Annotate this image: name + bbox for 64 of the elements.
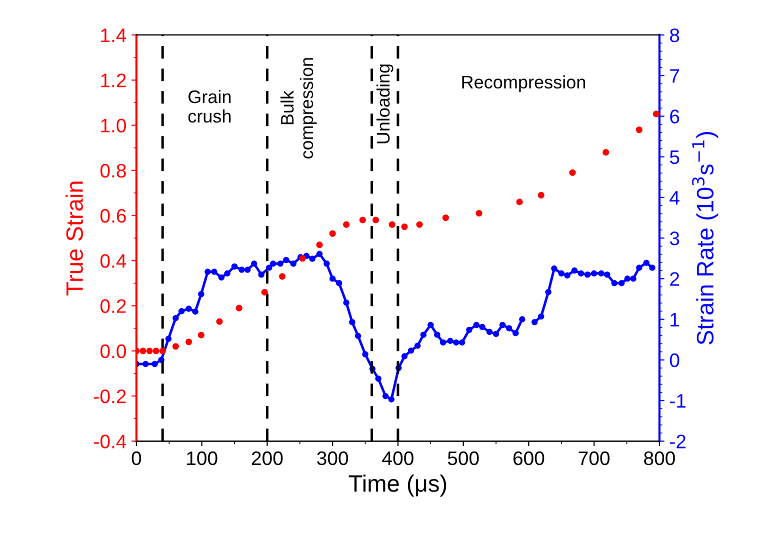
point xyxy=(359,216,366,224)
y-tick-label: 0.6 xyxy=(100,208,126,223)
point xyxy=(652,110,660,118)
y2-tick-label: 3 xyxy=(670,232,680,246)
y-tick-label: 1.2 xyxy=(101,74,126,88)
point xyxy=(416,221,423,228)
x-tick-label: 700 xyxy=(578,451,610,466)
point xyxy=(316,242,323,248)
y-tick-label: -0.2 xyxy=(94,389,126,404)
x-tick-label: 600 xyxy=(513,451,544,466)
y-axis-title: True Strain xyxy=(66,182,83,296)
annotation: Bulk compression xyxy=(280,58,317,158)
point xyxy=(569,169,576,176)
y2-tick-label: 2 xyxy=(670,272,680,286)
point xyxy=(602,149,610,156)
point xyxy=(372,216,380,224)
x-tick-label: 500 xyxy=(448,451,479,466)
point xyxy=(442,214,449,222)
point xyxy=(185,338,192,346)
x-tick-label: 300 xyxy=(317,451,348,466)
annotation: Recompression xyxy=(462,75,586,92)
y-tick-label: 1.0 xyxy=(101,118,126,132)
y2-tick-label: 0 xyxy=(670,353,680,368)
point xyxy=(152,348,160,354)
x-tick-label: 800 xyxy=(644,451,675,466)
x-tick-label: 400 xyxy=(382,451,414,466)
y-tick-label: 0.4 xyxy=(100,254,126,268)
y2-tick-label: 7 xyxy=(670,69,680,83)
y2-tick-label: -1 xyxy=(670,394,686,408)
point xyxy=(636,126,642,134)
x-tick-label: 100 xyxy=(187,451,218,466)
x-tick-label: 200 xyxy=(252,451,283,466)
y2-tick-label: 8 xyxy=(670,28,680,42)
y2-tick-label: -2 xyxy=(670,434,686,448)
point xyxy=(476,210,482,217)
point xyxy=(198,332,204,338)
y-tick-label: 0.8 xyxy=(100,164,126,178)
point xyxy=(401,223,408,230)
point xyxy=(278,273,286,280)
point xyxy=(172,343,179,350)
point xyxy=(236,304,242,312)
y2-tick-label: 5 xyxy=(670,150,680,164)
annotation: Unloading xyxy=(376,64,394,144)
point xyxy=(159,348,166,354)
y2-tick-label: 4 xyxy=(670,191,680,204)
y-tick-label: 0.2 xyxy=(100,299,126,313)
point xyxy=(329,230,336,237)
y2-axis-title: Strain Rate (10$^{3}$s$^{−1}$) xyxy=(692,132,718,345)
point xyxy=(146,348,153,354)
point xyxy=(388,221,396,228)
point xyxy=(261,288,268,296)
x-tick-label: 0 xyxy=(132,451,142,466)
point xyxy=(538,192,544,198)
y2-tick-label: 6 xyxy=(670,110,680,124)
annotation: Grain crush xyxy=(188,90,231,123)
point xyxy=(216,318,223,325)
y-tick-label: 1.4 xyxy=(101,28,126,42)
point xyxy=(343,221,350,228)
y-tick-label: -0.4 xyxy=(94,434,126,448)
x-axis-title: Time (μs) xyxy=(348,474,446,497)
y2-tick-label: 1 xyxy=(670,312,680,326)
point xyxy=(516,198,523,206)
y-tick-label: 0.0 xyxy=(100,344,126,358)
point xyxy=(140,348,146,354)
